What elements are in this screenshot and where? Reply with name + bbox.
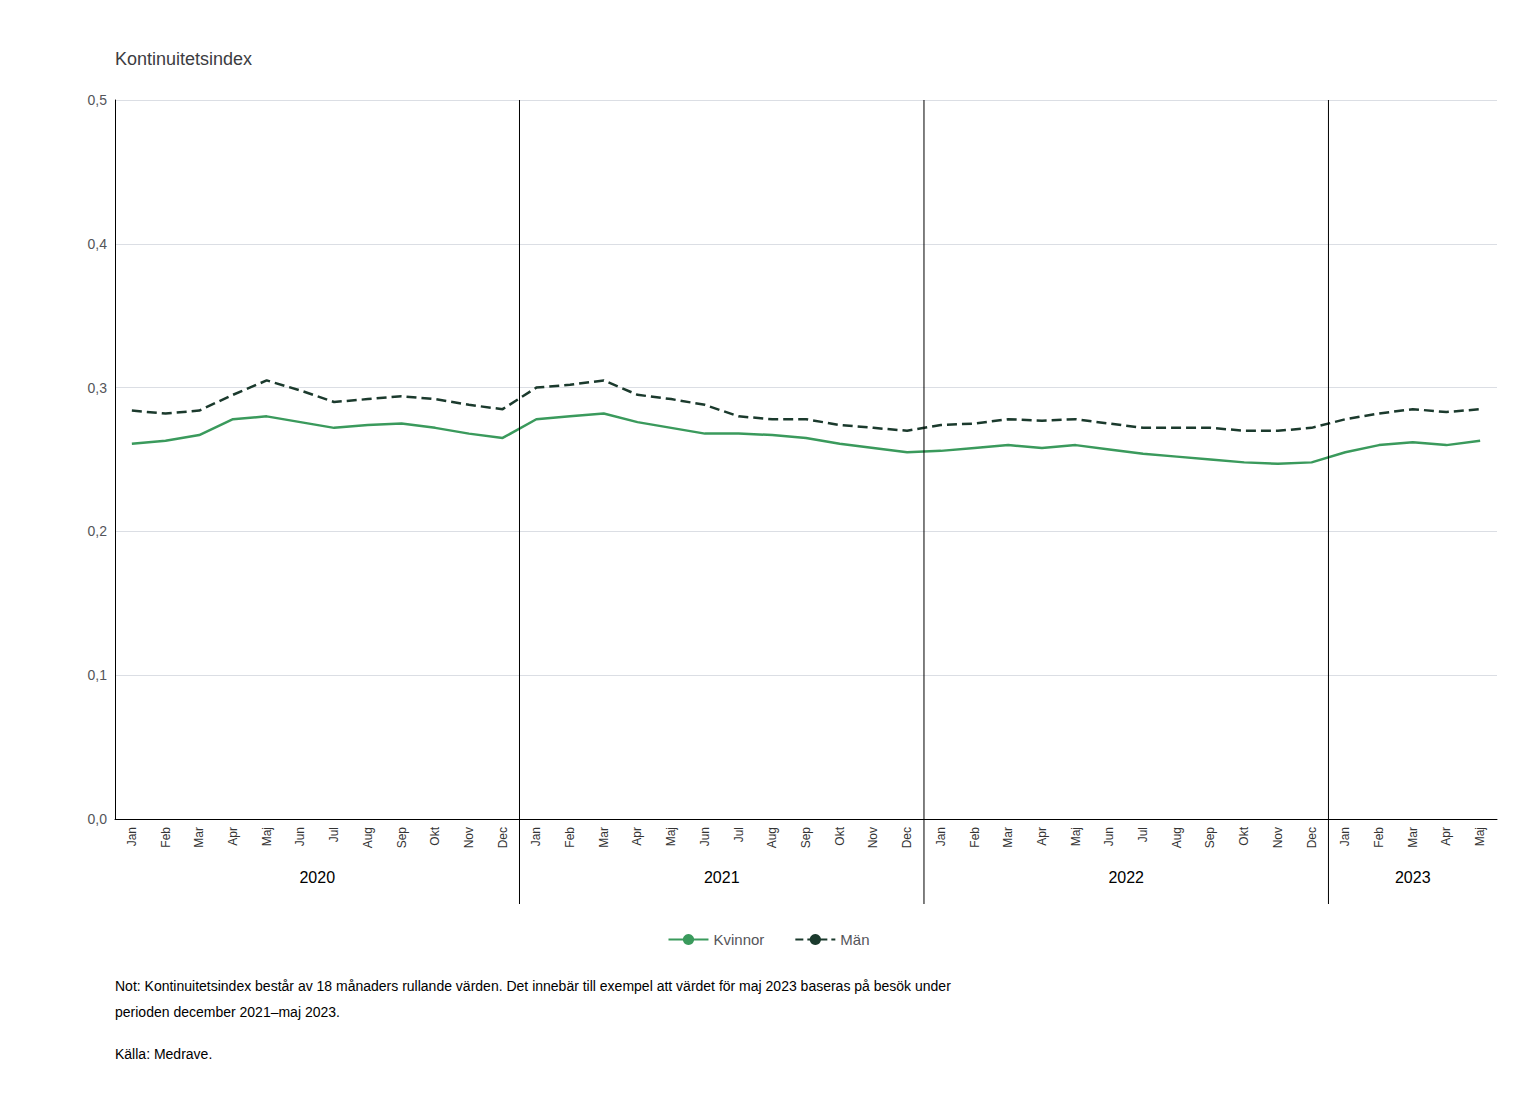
svg-text:Maj: Maj	[1069, 827, 1083, 846]
svg-text:Mar: Mar	[1001, 827, 1015, 848]
svg-text:Okt: Okt	[1237, 826, 1251, 845]
svg-text:Not: Kontinuitetsindex består: Not: Kontinuitetsindex består av 18 måna…	[115, 978, 951, 994]
svg-text:Jul: Jul	[327, 827, 341, 842]
svg-text:2020: 2020	[299, 869, 335, 886]
svg-text:Okt: Okt	[428, 826, 442, 845]
svg-text:Apr: Apr	[226, 827, 240, 846]
svg-text:Mar: Mar	[597, 827, 611, 848]
svg-text:Jul: Jul	[732, 827, 746, 842]
svg-text:Feb: Feb	[563, 827, 577, 848]
svg-text:Jul: Jul	[1136, 827, 1150, 842]
svg-text:Sep: Sep	[799, 827, 813, 849]
svg-text:Mar: Mar	[1406, 827, 1420, 848]
svg-text:Sep: Sep	[395, 827, 409, 849]
svg-text:Kontinuitetsindex: Kontinuitetsindex	[115, 49, 252, 69]
svg-text:Aug: Aug	[765, 827, 779, 848]
svg-text:Apr: Apr	[1035, 827, 1049, 846]
svg-text:Maj: Maj	[260, 827, 274, 846]
svg-text:0,1: 0,1	[88, 667, 108, 683]
svg-text:Män: Män	[840, 931, 869, 948]
svg-text:Dec: Dec	[1305, 827, 1319, 848]
svg-text:Jan: Jan	[529, 827, 543, 846]
svg-text:Feb: Feb	[159, 827, 173, 848]
svg-text:Sep: Sep	[1203, 827, 1217, 849]
svg-text:Mar: Mar	[192, 827, 206, 848]
svg-text:perioden december 2021–maj 202: perioden december 2021–maj 2023.	[115, 1004, 340, 1020]
svg-text:Feb: Feb	[968, 827, 982, 848]
svg-text:Aug: Aug	[1170, 827, 1184, 848]
svg-text:Jan: Jan	[1338, 827, 1352, 846]
svg-text:0,2: 0,2	[88, 523, 108, 539]
svg-text:0,3: 0,3	[88, 380, 108, 396]
svg-text:Nov: Nov	[866, 827, 880, 848]
svg-text:2021: 2021	[704, 869, 740, 886]
svg-text:0,0: 0,0	[88, 811, 108, 827]
svg-text:Jun: Jun	[1102, 827, 1116, 846]
svg-text:Aug: Aug	[361, 827, 375, 848]
svg-text:Feb: Feb	[1372, 827, 1386, 848]
svg-text:Jan: Jan	[125, 827, 139, 846]
svg-text:Nov: Nov	[462, 827, 476, 848]
svg-text:Okt: Okt	[833, 826, 847, 845]
svg-text:2023: 2023	[1395, 869, 1431, 886]
svg-text:Maj: Maj	[664, 827, 678, 846]
svg-text:Jan: Jan	[934, 827, 948, 846]
svg-text:Jun: Jun	[293, 827, 307, 846]
svg-text:Kvinnor: Kvinnor	[713, 931, 764, 948]
svg-text:Källa: Medrave.: Källa: Medrave.	[115, 1046, 212, 1062]
svg-text:Dec: Dec	[496, 827, 510, 848]
svg-text:Apr: Apr	[630, 827, 644, 846]
svg-text:Nov: Nov	[1271, 827, 1285, 848]
svg-text:2022: 2022	[1108, 869, 1144, 886]
svg-text:0,5: 0,5	[88, 92, 108, 108]
svg-text:Jun: Jun	[698, 827, 712, 846]
svg-text:Dec: Dec	[900, 827, 914, 848]
svg-text:0,4: 0,4	[88, 236, 108, 252]
svg-text:Apr: Apr	[1439, 827, 1453, 846]
svg-text:Maj: Maj	[1473, 827, 1487, 846]
